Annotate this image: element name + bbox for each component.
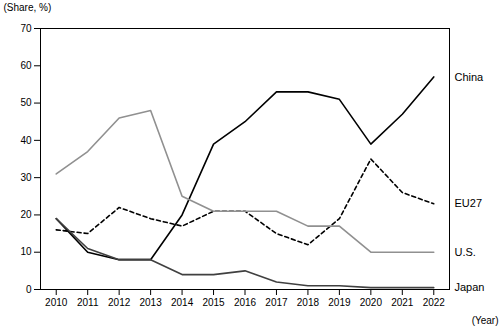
- svg-text:2011: 2011: [77, 297, 99, 308]
- svg-text:2021: 2021: [391, 297, 414, 308]
- svg-text:70: 70: [20, 23, 32, 34]
- svg-text:(Year): (Year): [472, 315, 499, 326]
- svg-text:2017: 2017: [265, 297, 288, 308]
- svg-text:EU27: EU27: [455, 197, 483, 209]
- svg-text:2010: 2010: [45, 297, 68, 308]
- svg-text:20: 20: [20, 209, 32, 220]
- svg-text:2019: 2019: [328, 297, 351, 308]
- svg-text:60: 60: [20, 60, 32, 71]
- svg-text:50: 50: [20, 97, 32, 108]
- svg-text:30: 30: [20, 172, 32, 183]
- svg-text:2012: 2012: [108, 297, 131, 308]
- svg-text:0: 0: [26, 284, 32, 295]
- svg-text:(Share, %): (Share, %): [4, 2, 52, 13]
- svg-text:10: 10: [20, 246, 32, 257]
- svg-text:2013: 2013: [139, 297, 162, 308]
- svg-text:2016: 2016: [234, 297, 257, 308]
- svg-text:U.S.: U.S.: [455, 246, 476, 258]
- svg-text:Japan: Japan: [455, 281, 485, 293]
- svg-text:2020: 2020: [360, 297, 383, 308]
- svg-text:40: 40: [20, 135, 32, 146]
- svg-text:2018: 2018: [297, 297, 320, 308]
- svg-text:2015: 2015: [202, 297, 225, 308]
- svg-text:2014: 2014: [171, 297, 194, 308]
- svg-text:China: China: [455, 70, 485, 82]
- svg-text:2022: 2022: [423, 297, 446, 308]
